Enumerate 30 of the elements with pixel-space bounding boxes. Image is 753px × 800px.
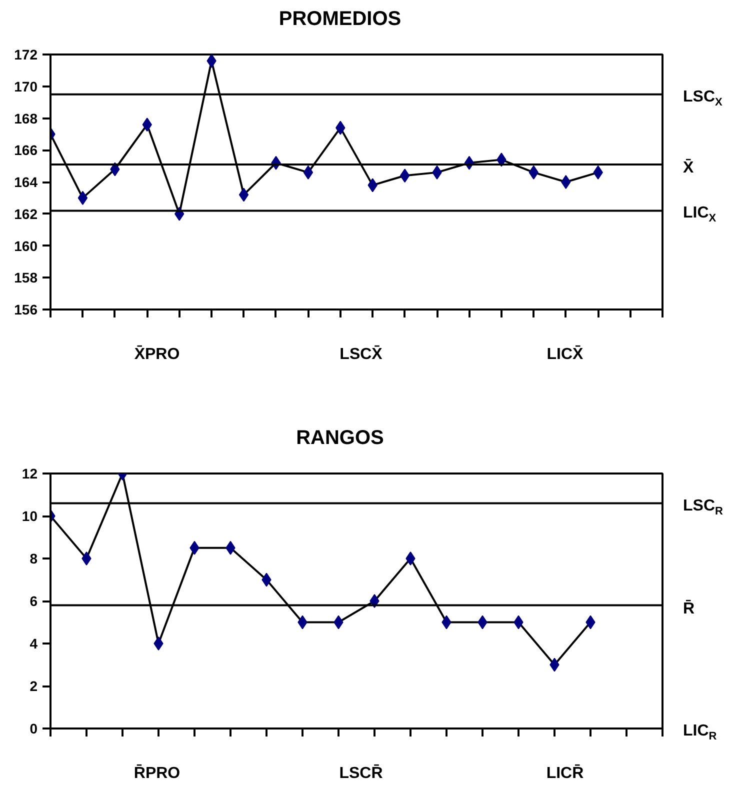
y-tick-label: 164: [14, 174, 38, 190]
y-tick-label: 172: [14, 46, 38, 62]
ref-line-label: LSC$_{X}$: [683, 87, 722, 111]
y-tick-label: 156: [14, 302, 38, 318]
text: R̄PRO: [134, 763, 180, 784]
ref-line-label: LSC$_{R}$: [683, 496, 723, 520]
text: LSCX̄: [340, 344, 382, 365]
y-tick-label: 10: [22, 508, 38, 524]
y-tick-label: 166: [14, 142, 38, 158]
y-tick-label: 12: [22, 466, 38, 482]
text: LSCR̄: [339, 763, 383, 784]
text: LICX̄: [546, 344, 584, 365]
y-tick-label: 2: [30, 678, 38, 694]
ref-line-label: R̄: [683, 598, 695, 620]
text: X̄PRO: [134, 344, 180, 365]
y-tick-label: 0: [30, 720, 38, 736]
y-tick-label: 158: [14, 270, 38, 286]
chart-title: PROMEDIOS: [278, 7, 402, 32]
text: LICR̄: [546, 763, 584, 784]
y-tick-label: 6: [30, 593, 38, 609]
ref-line-label: LIC$_{R}$: [683, 722, 717, 745]
y-tick-label: 162: [14, 206, 38, 222]
ref-line-label: X̄: [683, 158, 694, 179]
chart-title: RANGOS: [295, 426, 385, 451]
y-tick-label: 168: [14, 110, 38, 126]
y-tick-label: 160: [14, 238, 38, 254]
ref-line-label: LIC$_{X}$: [683, 204, 716, 227]
y-tick-label: 170: [14, 78, 38, 94]
y-tick-label: 4: [30, 636, 38, 652]
y-tick-label: 8: [30, 550, 38, 566]
